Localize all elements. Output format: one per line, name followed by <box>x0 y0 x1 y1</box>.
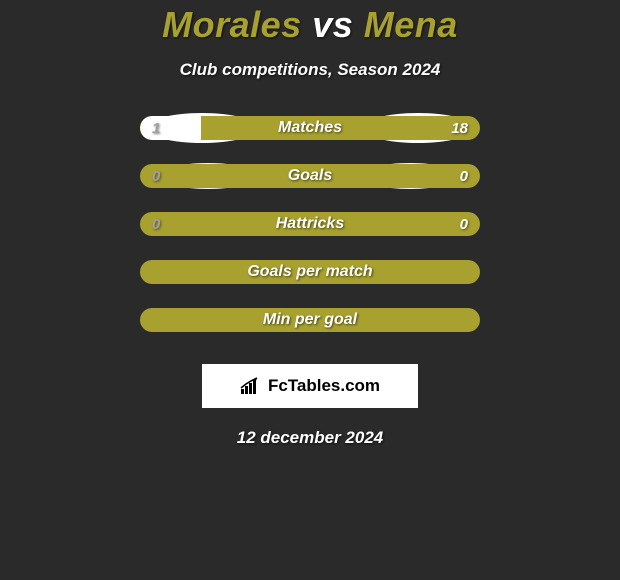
stat-bar: Min per goal <box>140 308 480 332</box>
stat-bar-left-fill <box>140 116 201 140</box>
date-text: 12 december 2024 <box>237 428 384 448</box>
stat-label: Goals <box>288 167 332 185</box>
stat-bar: Goals per match <box>140 260 480 284</box>
stat-value-right: 18 <box>451 120 468 137</box>
credit-chart-icon <box>240 377 262 395</box>
stat-row: Goals per match <box>140 260 480 284</box>
stat-value-right: 0 <box>460 168 468 185</box>
stat-value-left: 0 <box>152 216 160 233</box>
stat-label: Min per goal <box>263 311 357 329</box>
stat-row: 1 Matches 18 <box>140 116 480 140</box>
stat-bar: 1 Matches 18 <box>140 116 480 140</box>
vs-word: vs <box>312 4 353 45</box>
stat-label: Goals per match <box>247 263 372 281</box>
player2-name: Mena <box>364 4 458 45</box>
stat-value-left: 0 <box>152 168 160 185</box>
subtitle: Club competitions, Season 2024 <box>180 60 441 80</box>
stat-value-left: 1 <box>152 120 160 137</box>
stat-bar: 0 Goals 0 <box>140 164 480 188</box>
stat-value-right: 0 <box>460 216 468 233</box>
stat-bar: 0 Hattricks 0 <box>140 212 480 236</box>
stat-row: Min per goal <box>140 308 480 332</box>
stat-row: 0 Hattricks 0 <box>140 212 480 236</box>
page-title: Morales vs Mena <box>162 4 458 46</box>
credit-box: FcTables.com <box>202 364 418 408</box>
stat-bars: 1 Matches 18 0 Goals 0 0 Hattricks 0 Goals per ma… <box>140 116 480 356</box>
credit-text: FcTables.com <box>268 376 380 396</box>
stat-label: Matches <box>278 119 342 137</box>
comparison-infographic: Morales vs Mena Club competitions, Seaso… <box>0 0 620 448</box>
player1-name: Morales <box>162 4 302 45</box>
stat-row: 0 Goals 0 <box>140 164 480 188</box>
stat-label: Hattricks <box>276 215 344 233</box>
